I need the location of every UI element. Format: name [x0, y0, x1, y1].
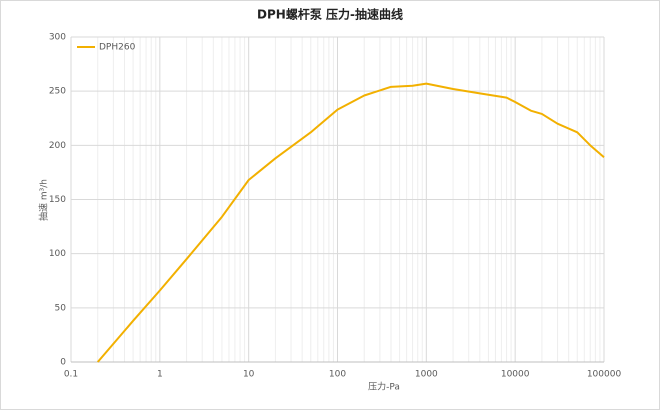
y-tick-label: 50 [55, 303, 67, 313]
x-tick-label: 0.1 [64, 370, 78, 380]
x-axis-label: 压力-Pa [368, 381, 400, 393]
y-tick-label: 250 [49, 87, 66, 97]
x-tick-label: 10 [243, 370, 255, 380]
y-tick-label: 200 [49, 141, 66, 151]
x-tick-label: 1 [157, 370, 163, 380]
legend-label: DPH260 [99, 43, 136, 53]
x-tick-label: 100000 [587, 370, 622, 380]
chart-title: DPH螺杆泵 压力-抽速曲线 [257, 7, 403, 22]
x-tick-label: 10000 [501, 370, 530, 380]
x-tick-label: 100 [329, 370, 346, 380]
y-tick-label: 0 [60, 358, 66, 368]
data-line [96, 82, 605, 363]
y-tick-label: 150 [49, 195, 66, 205]
y-tick-label: 300 [49, 33, 66, 43]
x-tick-label: 1000 [415, 370, 438, 380]
y-axis-label: 抽速 m³/h [38, 179, 50, 221]
y-tick-label: 100 [49, 249, 66, 259]
